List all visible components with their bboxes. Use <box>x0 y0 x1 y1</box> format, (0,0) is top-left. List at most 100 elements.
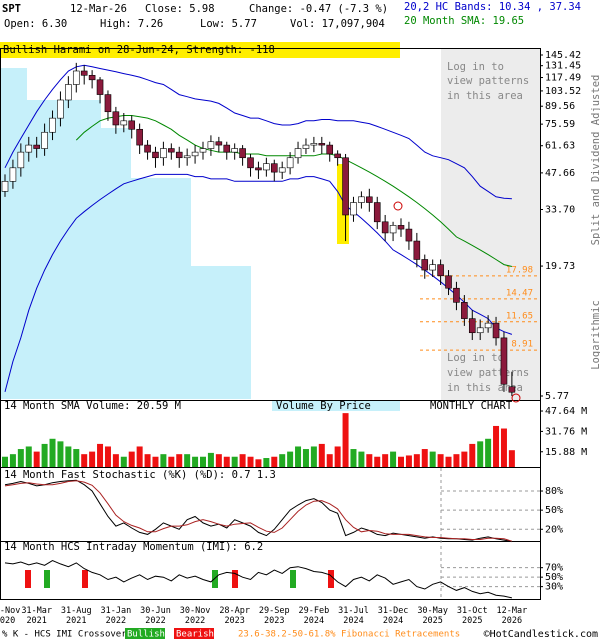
bands: 20,2 HC Bands: 10.34 , 37.34 <box>404 1 581 13</box>
x-tick-label-part: 12-Mar <box>497 606 528 616</box>
volume-bar <box>239 454 246 467</box>
x-tick-label: 31-Dec 2024 <box>378 606 409 626</box>
candle-body <box>96 79 104 95</box>
fib-label: 14.47 <box>506 288 533 298</box>
candle-body <box>389 225 397 234</box>
candle-body <box>270 163 278 173</box>
volume-bar <box>231 456 238 467</box>
x-tick-label-part: 31-Oct <box>457 606 488 616</box>
volume-bar <box>73 449 80 467</box>
volume-bar <box>271 456 278 467</box>
y-tick-label: 5.77 <box>545 391 569 402</box>
x-tick-label-part: 2022 <box>106 616 126 626</box>
y-tick-label: 145.42 <box>545 50 581 61</box>
x-tick-label-part: 2024 <box>343 616 363 626</box>
candle-body <box>231 148 238 153</box>
candle-body <box>381 221 389 234</box>
pattern-title: Bullish Harami on 28-Jun-24, Strength: -… <box>3 44 275 56</box>
volume-bar <box>168 456 175 467</box>
candle-body <box>405 228 413 242</box>
volume-bar <box>97 443 104 467</box>
candle-body <box>72 70 80 85</box>
volume-bar <box>112 454 119 467</box>
volume-bar <box>326 454 333 467</box>
x-tick-label-part: 31-Mar <box>21 606 52 616</box>
volume-bar <box>358 451 365 467</box>
volume-bar <box>9 454 16 467</box>
x-tick-label-part: 2020 <box>0 616 15 626</box>
y-tick-label: 31.76 M <box>545 426 587 437</box>
volume-bar <box>437 454 444 467</box>
volume-bar <box>65 446 72 467</box>
volume-title: 14 Month SMA Volume: 20.59 M <box>4 400 181 412</box>
candle-body <box>25 144 33 153</box>
volume-bar <box>120 456 127 467</box>
volume-bar <box>200 456 206 467</box>
candle-body <box>207 141 215 149</box>
volume-bar <box>49 438 56 467</box>
volume-bar <box>485 438 492 467</box>
candle-body <box>358 196 365 203</box>
y-tick-label: 75.59 <box>545 119 575 130</box>
bearish-legend: Bearish <box>176 630 214 640</box>
x-tick-label: 30-Nov 2022 <box>180 606 211 626</box>
x-tick-label-part: 2022 <box>185 616 205 626</box>
vbp-banner <box>272 401 400 411</box>
volume-bar <box>136 446 143 467</box>
volume-bar <box>398 456 404 467</box>
candle-body <box>65 84 72 101</box>
stochastic-title: 14 Month Fast Stochastic (%K) (%D): 0.7 … <box>4 469 276 481</box>
y-tick-label: 19.73 <box>545 261 575 272</box>
volume-bar <box>500 428 507 467</box>
volume-bar <box>104 446 111 467</box>
y-tick-label: 103.52 <box>545 86 581 97</box>
open: Open: 6.30 <box>4 18 67 30</box>
bullish-signal <box>290 570 296 588</box>
x-tick-label: 31-Jan 2022 <box>101 606 132 626</box>
candle-body <box>318 143 326 146</box>
volume-bar <box>41 443 48 467</box>
volume-bar <box>215 454 222 467</box>
candle-body <box>413 240 421 260</box>
x-tick-label-part: 30-Nov <box>180 606 211 616</box>
candle-body <box>278 167 286 173</box>
x-tick-label-part: 30-Nov <box>0 606 20 616</box>
x-tick-label-part: 2024 <box>304 616 324 626</box>
crossover-legend: % K - HCS IMI Crossover, <box>2 630 132 640</box>
candle-body <box>152 151 159 159</box>
candle-body <box>453 287 460 303</box>
x-tick-label-part: 2025 <box>462 616 482 626</box>
x-tick-label-part: 2024 <box>383 616 403 626</box>
candle-body <box>17 151 25 169</box>
volume-bar <box>184 454 191 467</box>
candle-body <box>342 157 349 216</box>
low: Low: 5.77 <box>200 18 257 30</box>
volume-by-price <box>1 68 251 399</box>
vbp-bar <box>1 68 27 100</box>
x-tick-label-part: 2021 <box>66 616 86 626</box>
crossover-signals <box>25 570 334 588</box>
volume-bar <box>223 456 230 467</box>
candle-body <box>199 148 207 153</box>
candle-body <box>112 111 120 126</box>
locked-line: view patterns <box>447 75 529 87</box>
pattern-marker <box>511 393 521 403</box>
candle-body <box>437 264 444 277</box>
y-tick-label: 30% <box>545 582 563 593</box>
imi-title: 14 Month HCS Intraday Momentum (IMI): 6.… <box>4 541 263 553</box>
volume-bar <box>374 456 381 467</box>
x-tick-label: 12-Mar 2026 <box>497 606 528 626</box>
y-tick-label: 70% <box>545 563 563 574</box>
x-tick-label-part: 28-Apr <box>219 606 250 616</box>
volume-bar <box>144 454 151 467</box>
y-tick-label: 50% <box>545 572 563 583</box>
overlay-line <box>4 173 513 393</box>
volume-bar <box>2 456 8 467</box>
pattern-marker <box>393 201 403 211</box>
x-tick-label: 30-May 2025 <box>417 606 448 626</box>
volume-bar <box>128 451 135 467</box>
candle-body <box>476 327 484 334</box>
indicator-line <box>4 480 513 542</box>
bearish-signal <box>25 570 31 588</box>
candle-body <box>1 181 9 192</box>
